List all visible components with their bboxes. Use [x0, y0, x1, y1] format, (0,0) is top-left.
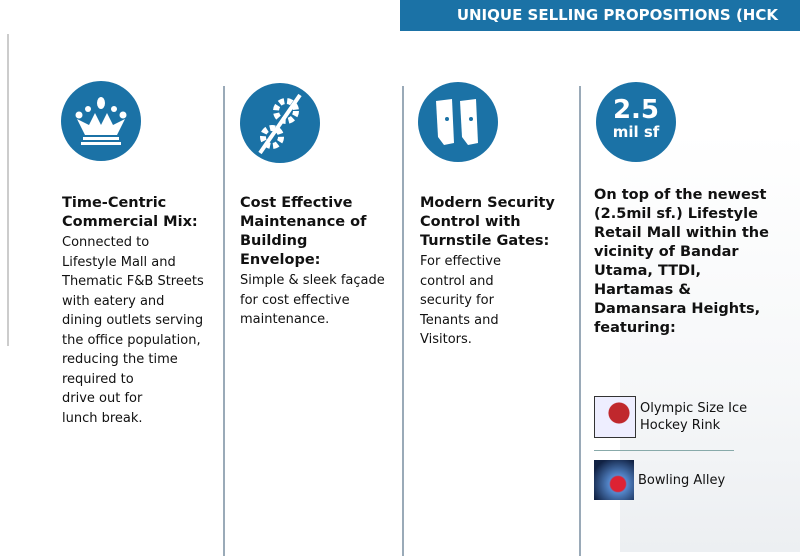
- body-line: maintenance.: [240, 312, 330, 327]
- body-line: For effective: [420, 254, 501, 269]
- body-line: Tenants and: [420, 312, 499, 328]
- area-badge: 2.5 mil sf: [596, 82, 676, 162]
- badge-unit: mil sf: [612, 123, 660, 141]
- column-title: Modern Security Control with Turnstile G…: [420, 195, 555, 249]
- body-line: for cost effective: [240, 292, 350, 308]
- feature-bowling: Bowling Alley: [594, 460, 725, 500]
- body-line: with eatery and: [62, 293, 165, 309]
- body-line: Visitors.: [420, 332, 472, 347]
- gear-wrench-icon: [240, 83, 320, 163]
- column-body: Connected to Lifestyle Mall and Thematic F…: [62, 233, 222, 428]
- column-body: Simple & sleek façade for cost effective m…: [240, 271, 390, 330]
- feature-label: Bowling Alley: [638, 472, 726, 488]
- body-line: security for: [420, 293, 494, 308]
- body-line: required to: [62, 371, 134, 387]
- body-line: dining outlets serving: [62, 313, 204, 328]
- body-line: Simple & sleek façade: [240, 273, 385, 288]
- body-line: lunch break.: [62, 410, 143, 426]
- left-border: [7, 34, 9, 346]
- feature-label: Olympic Size Ice Hockey Rink: [640, 401, 748, 433]
- column-title: Cost Effective Maintenance of Building E…: [240, 195, 367, 268]
- header-title: UNIQUE SELLING PROPOSITIONS (HCK TOWER): [400, 0, 800, 55]
- bowling-icon: [594, 460, 634, 500]
- column-maintenance: Cost Effective Maintenance of Building E…: [240, 194, 390, 330]
- turnstile-icon: [418, 82, 498, 162]
- body-line: control and: [420, 273, 494, 289]
- column-security: Modern Security Control with Turnstile G…: [420, 194, 560, 350]
- ice-hockey-icon: [594, 396, 636, 438]
- feature-ice-hockey: Olympic Size Ice Hockey Rink: [594, 396, 780, 438]
- column-divider: [402, 86, 404, 556]
- crown-cutlery-icon: [61, 81, 141, 161]
- column-commercial-mix: Time-Centric Commercial Mix: Connected t…: [62, 194, 222, 428]
- body-line: Thematic F&B Streets: [62, 274, 204, 289]
- column-retail-mall: On top of the newest (2.5mil sf.) Lifest…: [594, 186, 774, 338]
- body-line: drive out for: [62, 391, 143, 406]
- column-divider: [223, 86, 225, 556]
- body-line: the office population,: [62, 332, 201, 348]
- column-body: For effective control and security for Tena…: [420, 252, 560, 350]
- body-line: Lifestyle Mall and: [62, 254, 176, 270]
- column-title: Time-Centric Commercial Mix:: [62, 195, 198, 230]
- column-title: On top of the newest (2.5mil sf.) Lifest…: [594, 187, 769, 336]
- building-background: [620, 132, 800, 552]
- body-line: Connected to: [62, 235, 150, 250]
- body-line: reducing the time: [62, 352, 178, 367]
- feature-divider: [594, 450, 734, 451]
- column-divider: [579, 86, 581, 556]
- badge-value: 2.5: [612, 95, 660, 125]
